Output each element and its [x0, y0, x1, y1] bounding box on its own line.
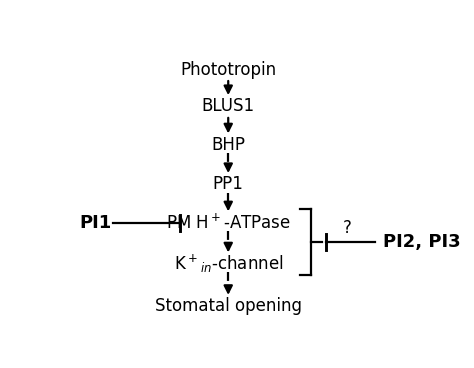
Text: PI2, PI3: PI2, PI3 [383, 233, 460, 251]
Text: Stomatal opening: Stomatal opening [155, 297, 302, 315]
Text: PM H$^+$-ATPase: PM H$^+$-ATPase [166, 213, 291, 232]
Text: BHP: BHP [211, 136, 245, 154]
Text: Phototropin: Phototropin [180, 61, 276, 79]
Text: ?: ? [342, 219, 351, 237]
Text: BLUS1: BLUS1 [201, 98, 255, 116]
Text: K$^+$$_{\mathit{in}}$-channel: K$^+$$_{\mathit{in}}$-channel [173, 252, 283, 275]
Text: PP1: PP1 [213, 176, 244, 194]
Text: PI1: PI1 [80, 214, 112, 232]
